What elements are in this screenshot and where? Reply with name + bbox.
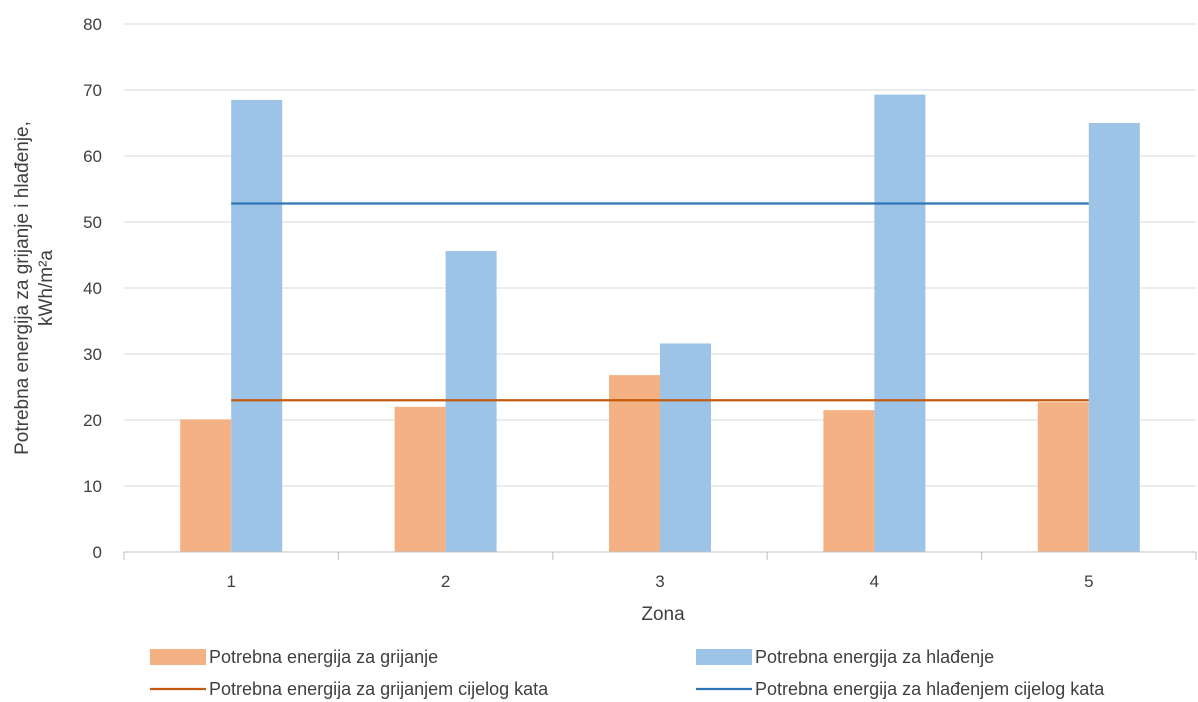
reference-lines xyxy=(231,202,1089,402)
axes: 0 10 20 30 40 50 60 70 80 1 2 3 4 5 xyxy=(83,15,1197,591)
y-tick-label: 30 xyxy=(83,345,102,364)
y-tick-label: 40 xyxy=(83,279,102,298)
y-tick-label: 20 xyxy=(83,411,102,430)
x-tick-label: 1 xyxy=(226,572,235,591)
cooling-bar xyxy=(231,99,283,553)
y-tick-label: 60 xyxy=(83,147,102,166)
heating-bar xyxy=(1037,402,1089,552)
y-axis-title: Potrebna energija za grijanje i hlađenje… xyxy=(12,121,57,455)
cooling-bar xyxy=(874,94,926,553)
y-axis-title-line2: kWh/m²a xyxy=(36,250,57,326)
legend: Potrebna energija za grijanje Potrebna en… xyxy=(150,647,1105,699)
x-tick-label: 2 xyxy=(441,572,450,591)
x-tick-label: 4 xyxy=(870,572,879,591)
bars-layer xyxy=(180,94,1140,553)
y-tick-label: 70 xyxy=(83,81,102,100)
legend-cooling-swatch xyxy=(696,649,752,665)
x-tick-label: 3 xyxy=(655,572,664,591)
legend-heating-label: Potrebna energija za grijanje xyxy=(209,647,438,667)
legend-cooling-floor-label: Potrebna energija za hlađenjem cijelog k… xyxy=(755,679,1105,699)
y-axis-title-line1: Potrebna energija za grijanje i hlađenje… xyxy=(12,121,33,455)
cooling-bar xyxy=(660,343,711,552)
x-tick-label: 5 xyxy=(1084,572,1093,591)
heating-bar xyxy=(609,375,660,552)
heating-bar xyxy=(180,419,232,552)
cooling-bar xyxy=(445,251,497,553)
legend-heating-floor-label: Potrebna energija za grijanjem cijelog k… xyxy=(209,679,549,699)
y-tick-label: 50 xyxy=(83,213,102,232)
cooling-bar xyxy=(1088,123,1140,552)
legend-cooling-label: Potrebna energija za hlađenje xyxy=(755,647,994,667)
y-tick-label: 80 xyxy=(83,15,102,34)
heating-bar xyxy=(823,410,875,552)
legend-heating-swatch xyxy=(150,649,206,665)
y-tick-label: 10 xyxy=(83,477,102,496)
y-tick-label: 0 xyxy=(93,543,102,562)
x-axis-title: Zona xyxy=(641,604,685,625)
heating-bar xyxy=(394,406,446,552)
